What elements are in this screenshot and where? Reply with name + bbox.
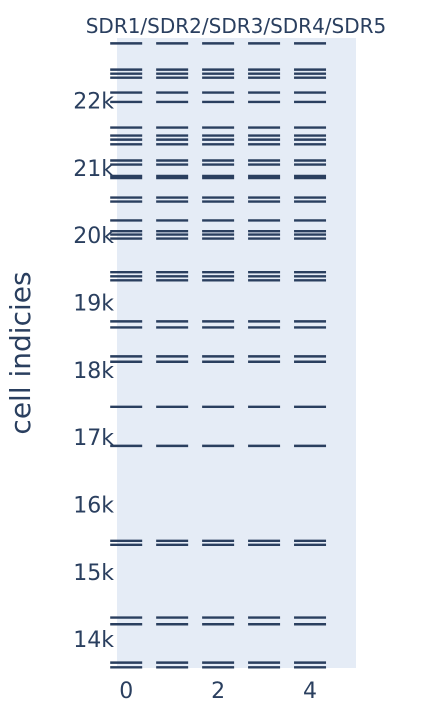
- y-tick-label: 17k: [73, 426, 114, 451]
- x-axis: 0 2 4: [119, 679, 317, 704]
- y-tick-label: 18k: [73, 359, 114, 384]
- y-tick-label: 20k: [73, 224, 114, 249]
- y-tick-label: 19k: [73, 292, 114, 317]
- y-tick-label: 22k: [73, 90, 114, 115]
- y-tick-label: 14k: [73, 628, 114, 653]
- x-tick-label: 4: [303, 679, 317, 704]
- y-axis: 14k 15k 16k 17k 18k 19k 20k 21k 22k: [73, 90, 114, 653]
- y-tick-label: 21k: [73, 157, 114, 182]
- plot-area: [117, 38, 356, 668]
- y-axis-label: cell indicies: [4, 271, 37, 434]
- x-tick-label: 0: [119, 679, 133, 704]
- chart-marks: [110, 42, 327, 669]
- y-tick-label: 16k: [73, 493, 114, 518]
- chart-title: SDR1/SDR2/SDR3/SDR4/SDR5: [86, 14, 387, 38]
- x-tick-label: 2: [211, 679, 225, 704]
- y-tick-label: 15k: [73, 561, 114, 586]
